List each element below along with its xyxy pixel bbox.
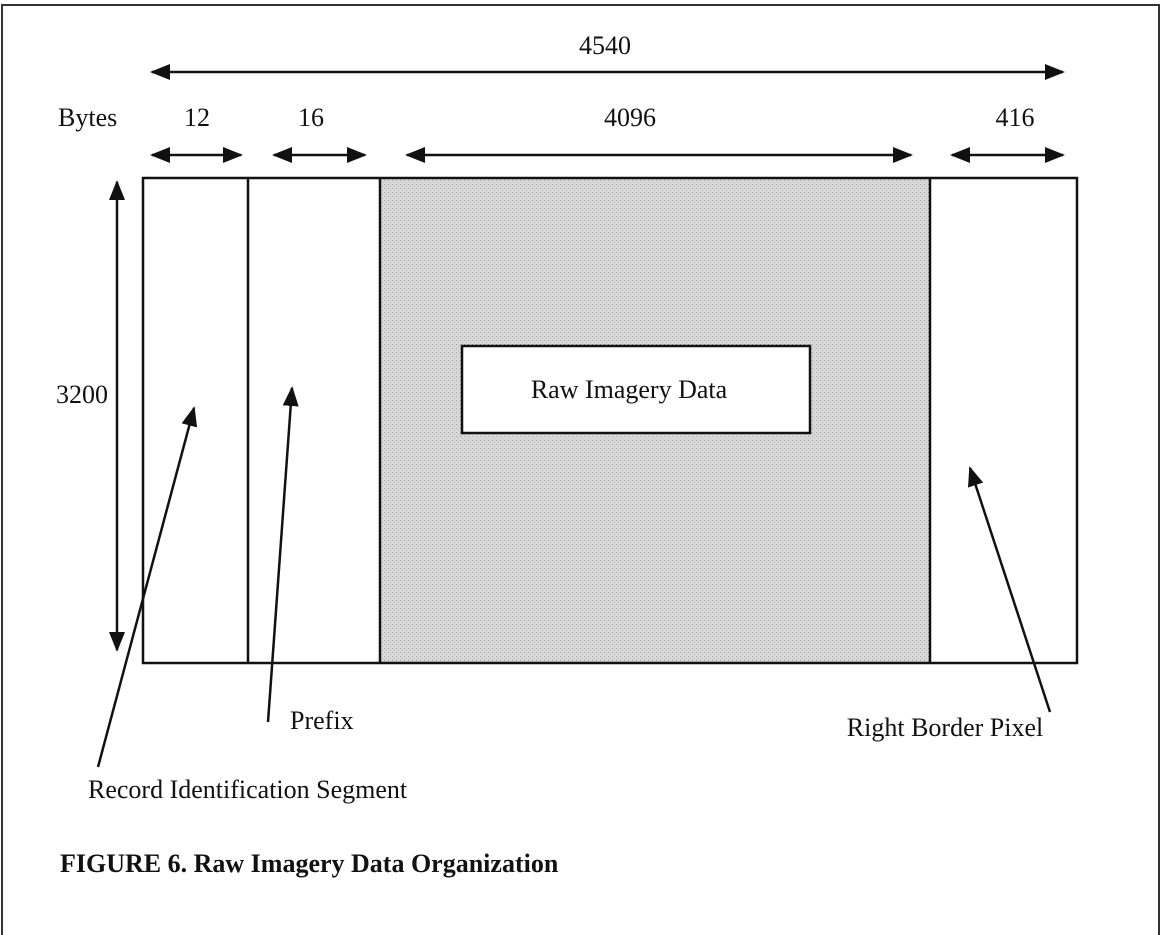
callout-label: Record Identification Segment [88, 775, 408, 804]
unit-label: Bytes [58, 103, 117, 132]
segment-width: 4096 [604, 103, 656, 132]
segment-width: 12 [184, 103, 210, 132]
record-box [141, 176, 1079, 665]
caption: FIGURE 6. Raw Imagery Data Organization [60, 849, 559, 878]
height-label: 3200 [56, 380, 108, 409]
data-box-label: Raw Imagery Data [531, 375, 728, 404]
data-box [460, 344, 812, 435]
segment-width: 416 [996, 103, 1035, 132]
callout-arrow [266, 386, 299, 723]
total-width: 4540 [579, 31, 631, 60]
segment-width: 16 [298, 103, 324, 132]
callout-arrow [96, 406, 198, 768]
callout-arrow [968, 466, 1052, 713]
callout-label: Right Border Pixel [847, 713, 1043, 742]
callout-label: Prefix [290, 706, 354, 735]
